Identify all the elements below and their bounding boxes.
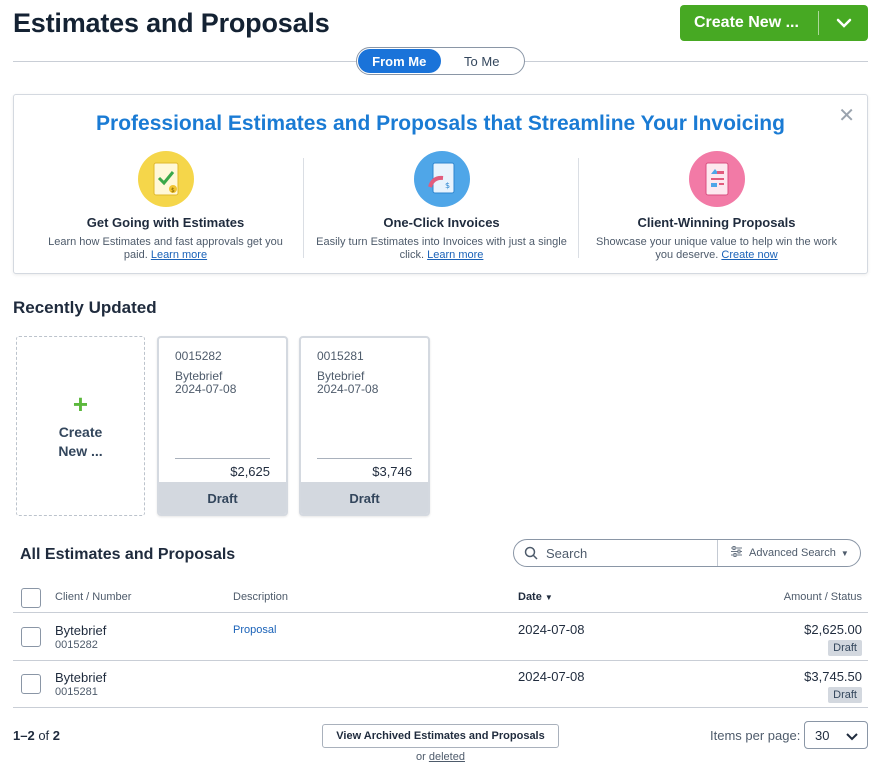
estimate-card[interactable]: 0015282 Bytebrief 2024-07-08 $2,625 Draf… [157,336,288,516]
recently-updated-title: Recently Updated [13,298,157,317]
promo-divider [303,158,304,258]
plus-icon: + [72,389,89,419]
row-checkbox[interactable] [21,627,41,647]
row-client: Bytebrief [55,623,107,638]
search-icon [524,545,540,561]
svg-text:$: $ [171,187,175,194]
row-amount: $2,625.00 [804,622,862,637]
all-estimates-title: All Estimates and Proposals [20,546,236,563]
promo-column-invoices: $ One-Click Invoices Easily turn Estimat… [304,151,579,262]
create-button-separator [818,11,819,35]
from-to-toggle[interactable]: From Me To Me [356,47,525,75]
column-client-number[interactable]: Client / Number [55,591,132,603]
promo-text-estimates: Learn how Estimates and fast approvals g… [48,236,283,261]
row-description[interactable]: Proposal [233,624,277,636]
deleted-link[interactable]: deleted [428,751,465,763]
promo-text-invoices: Easily turn Estimates into Invoices with… [316,236,567,261]
advanced-search-label: Advanced Search [749,547,836,559]
toggle-to-me[interactable]: To Me [464,53,500,69]
row-client: Bytebrief [55,670,107,685]
promo-column-proposals: Client-Winning Proposals Showcase your u… [579,151,854,262]
sliders-icon [730,546,743,560]
status-badge: Draft [828,640,862,656]
promo-heading-invoices: One-Click Invoices [383,215,500,230]
table-row[interactable]: Bytebrief 0015281 2024-07-08 $3,745.50 D… [13,661,868,708]
toggle-from-me[interactable]: From Me [358,49,441,73]
invoice-document-icon: $ [413,151,470,207]
row-number: 0015281 [55,686,98,698]
promo-heading-estimates: Get Going with Estimates [86,215,245,230]
create-new-card-label: Create New ... [58,424,103,459]
column-amount-status[interactable]: Amount / Status [783,591,862,603]
svg-text:$: $ [445,181,450,190]
learn-more-link[interactable]: Learn more [150,249,208,261]
promo-banner: ✕ Professional Estimates and Proposals t… [13,94,868,274]
search-input[interactable] [546,545,716,561]
learn-more-link[interactable]: Learn more [427,249,484,261]
search-bar: Advanced Search ▼ [513,539,861,567]
row-amount: $3,745.50 [804,669,862,684]
column-date[interactable]: Date ▼ [518,591,553,603]
items-per-page-label: Items per page: [710,728,801,743]
sort-down-icon: ▼ [544,593,553,602]
promo-heading-proposals: Client-Winning Proposals [637,215,796,230]
status-badge: Draft [828,687,862,703]
items-per-page-value: 30 [815,727,830,743]
chevron-down-icon [845,730,859,745]
card-client: Bytebrief [317,369,365,383]
chevron-down-icon[interactable] [819,17,868,29]
create-new-card[interactable]: + Create New ... [16,336,145,516]
card-amount: $3,746 [372,464,412,479]
create-new-button[interactable]: Create New ... [680,5,868,41]
row-checkbox[interactable] [21,674,41,694]
card-status: Draft [301,482,428,514]
or-deleted-line: or deleted [416,751,465,763]
card-date: 2024-07-08 [317,382,379,396]
create-now-link[interactable]: Create now [721,249,778,261]
promo-title: Professional Estimates and Proposals tha… [96,112,785,135]
items-per-page-select[interactable]: 30 [804,721,868,749]
card-client: Bytebrief [175,369,223,383]
pagination-summary: 1–2 of 2 [13,728,61,743]
proposal-document-icon [688,151,745,207]
promo-text-proposals: Showcase your unique value to help win t… [596,236,837,261]
card-status: Draft [159,482,286,514]
row-date: 2024-07-08 [518,669,585,684]
card-divider [317,458,412,459]
card-number: 0015281 [317,349,364,363]
card-date: 2024-07-08 [175,382,237,396]
caret-down-icon: ▼ [840,548,849,558]
page-title: Estimates and Proposals [13,8,330,38]
estimate-document-icon: $ [137,151,194,207]
close-icon[interactable]: ✕ [838,105,855,127]
promo-divider [578,158,579,258]
card-amount: $2,625 [230,464,270,479]
table-row[interactable]: Bytebrief 0015282 Proposal 2024-07-08 $2… [13,614,868,661]
create-new-label: Create New ... [694,14,799,31]
table-header: Client / Number Description Date ▼ Amoun… [13,586,868,613]
row-number: 0015282 [55,639,98,651]
row-date: 2024-07-08 [518,622,585,637]
estimate-card[interactable]: 0015281 Bytebrief 2024-07-08 $3,746 Draf… [299,336,430,516]
promo-column-estimates: $ Get Going with Estimates Learn how Est… [28,151,303,262]
advanced-search-button[interactable]: Advanced Search ▼ [717,540,860,566]
select-all-checkbox[interactable] [21,588,41,608]
column-description[interactable]: Description [233,591,289,603]
card-number: 0015282 [175,349,222,363]
view-archived-button[interactable]: View Archived Estimates and Proposals [322,724,559,748]
card-divider [175,458,270,459]
